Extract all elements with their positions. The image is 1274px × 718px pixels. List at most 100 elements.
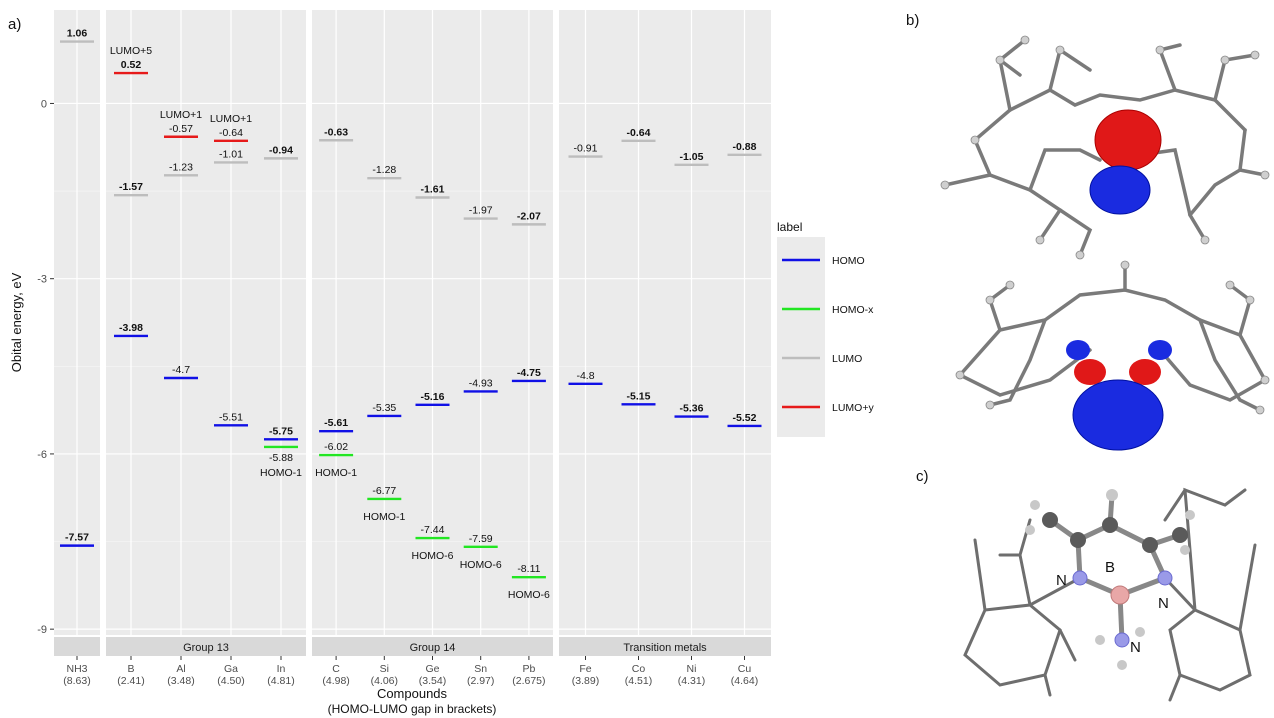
energy-value-label: -1.01 <box>219 148 243 160</box>
energy-value-label: -5.61 <box>324 417 348 429</box>
legend-key-bg <box>777 237 825 437</box>
x-tick-label: Al <box>176 663 185 675</box>
energy-value-label: -5.52 <box>733 412 757 424</box>
energy-value-label: -1.05 <box>680 151 704 163</box>
y-tick-label: 0 <box>41 98 47 110</box>
energy-value-label: -5.16 <box>421 391 445 403</box>
energy-value-label: -1.57 <box>119 181 143 193</box>
energy-value-label: -1.97 <box>469 205 493 217</box>
y-tick-label: -3 <box>37 274 47 286</box>
energy-value-label: 0.52 <box>121 59 142 71</box>
x-tick-label: Sn <box>474 663 487 675</box>
x-tick-gap-label: (3.48) <box>167 675 194 687</box>
atom-label-b: B <box>1105 559 1115 576</box>
facet-strip-label: Transition metals <box>623 642 707 654</box>
panel-label-c: c) <box>916 468 929 485</box>
x-tick-gap-label: (4.81) <box>267 675 294 687</box>
x-tick-label: Ge <box>425 663 439 675</box>
energy-value-label: -4.75 <box>517 367 541 379</box>
energy-value-label: -5.35 <box>372 402 396 414</box>
facet-panel-1 <box>106 10 306 635</box>
y-tick-label: -9 <box>37 624 47 636</box>
x-tick-label: Pb <box>522 663 535 675</box>
energy-value-label: -0.63 <box>324 126 348 138</box>
x-tick-gap-label: (4.98) <box>322 675 349 687</box>
energy-value-label: -5.15 <box>627 390 651 402</box>
x-axis-title: Compounds <box>377 686 448 701</box>
energy-value-label: 1.06 <box>67 28 88 40</box>
x-axis-subtitle: (HOMO-LUMO gap in brackets) <box>328 702 497 716</box>
energy-value-label: -2.07 <box>517 210 541 222</box>
energy-value-label: -5.36 <box>680 403 704 415</box>
x-tick-gap-label: (2.97) <box>467 675 494 687</box>
energy-value-label: -6.77 <box>372 485 396 497</box>
facet-strip-3 <box>559 637 771 656</box>
x-tick-gap-label: (2.41) <box>117 675 144 687</box>
energy-value-label: -0.91 <box>574 143 598 155</box>
legend-label: HOMO-x <box>832 304 874 316</box>
legend-label: HOMO <box>832 255 865 267</box>
atom-label-n-right: N <box>1158 595 1169 612</box>
x-tick-gap-label: (4.31) <box>678 675 705 687</box>
legend-label: LUMO+y <box>832 402 874 414</box>
energy-value-label: -0.88 <box>733 141 757 153</box>
energy-value-label: -1.28 <box>372 164 396 176</box>
orbital-tag-label: HOMO-1 <box>363 511 405 523</box>
energy-value-label: -7.44 <box>421 524 445 536</box>
orbital-tag-label: HOMO-1 <box>315 467 357 479</box>
facet-panel-3 <box>559 10 771 635</box>
x-tick-gap-label: (4.06) <box>371 675 398 687</box>
energy-value-label: -4.7 <box>172 364 190 376</box>
x-tick-label: Si <box>380 663 389 675</box>
molecular-structures: N B N N <box>940 35 1270 702</box>
x-tick-gap-label: (4.50) <box>217 675 244 687</box>
energy-value-label: -0.64 <box>219 127 243 139</box>
atom-label-n-left: N <box>1056 572 1067 589</box>
x-tick-gap-label: (3.89) <box>572 675 599 687</box>
orbital-tag-label: LUMO+1 <box>160 109 202 121</box>
panel-label-b: b) <box>906 12 920 29</box>
x-tick-label: NH3 <box>66 663 87 675</box>
orbital-tag-label: HOMO-6 <box>508 589 550 601</box>
molecule-ball-and-stick: N B N N <box>963 487 1257 702</box>
x-tick-label: Cu <box>738 663 752 675</box>
x-tick-label: Ga <box>224 663 238 675</box>
legend-label: LUMO <box>832 353 862 365</box>
y-tick-label: -6 <box>37 449 47 461</box>
atom-label-n-bottom: N <box>1130 639 1141 656</box>
x-tick-gap-label: (4.64) <box>731 675 758 687</box>
x-tick-gap-label: (4.51) <box>625 675 652 687</box>
orbital-render-middle <box>955 260 1270 451</box>
x-tick-label: In <box>277 663 286 675</box>
orbital-tag-label: HOMO-6 <box>412 550 454 562</box>
orbital-tag-label: HOMO-1 <box>260 467 302 479</box>
orbital-tag-label: HOMO-6 <box>460 559 502 571</box>
orbital-energy-chart: NH3(8.63) Group 13 B(2.41) Al(3.48) Ga(4.50)… <box>9 10 874 716</box>
x-tick-label: B <box>127 663 134 675</box>
energy-value-label: -4.93 <box>469 377 493 389</box>
x-tick-label: Co <box>632 663 646 675</box>
facet-strip-label: Group 13 <box>183 642 229 654</box>
energy-value-label: -0.94 <box>269 144 293 156</box>
x-tick-label: Fe <box>579 663 591 675</box>
facet-strip-label: Group 14 <box>410 642 456 654</box>
orbital-render-top <box>940 35 1270 260</box>
energy-value-label: -5.51 <box>219 411 243 423</box>
x-tick-gap-label: (8.63) <box>63 675 90 687</box>
facet-strip-2 <box>312 637 553 656</box>
x-tick-gap-label: (3.54) <box>419 675 446 687</box>
energy-value-label: -3.98 <box>119 322 143 334</box>
x-tick-gap-label: (2.675) <box>512 675 545 687</box>
x-tick-label: Ni <box>687 663 697 675</box>
energy-value-label: -5.75 <box>269 425 293 437</box>
energy-value-label: -5.88 <box>269 452 293 464</box>
legend-title: label <box>777 220 802 234</box>
energy-value-label: -4.8 <box>576 370 594 382</box>
energy-value-label: -7.59 <box>469 533 493 545</box>
facet-strip-0 <box>54 637 100 656</box>
energy-value-label: -8.11 <box>517 563 540 575</box>
orbital-tag-label: LUMO+5 <box>110 45 152 57</box>
x-tick-label: C <box>332 663 340 675</box>
energy-value-label: -1.23 <box>169 161 193 173</box>
